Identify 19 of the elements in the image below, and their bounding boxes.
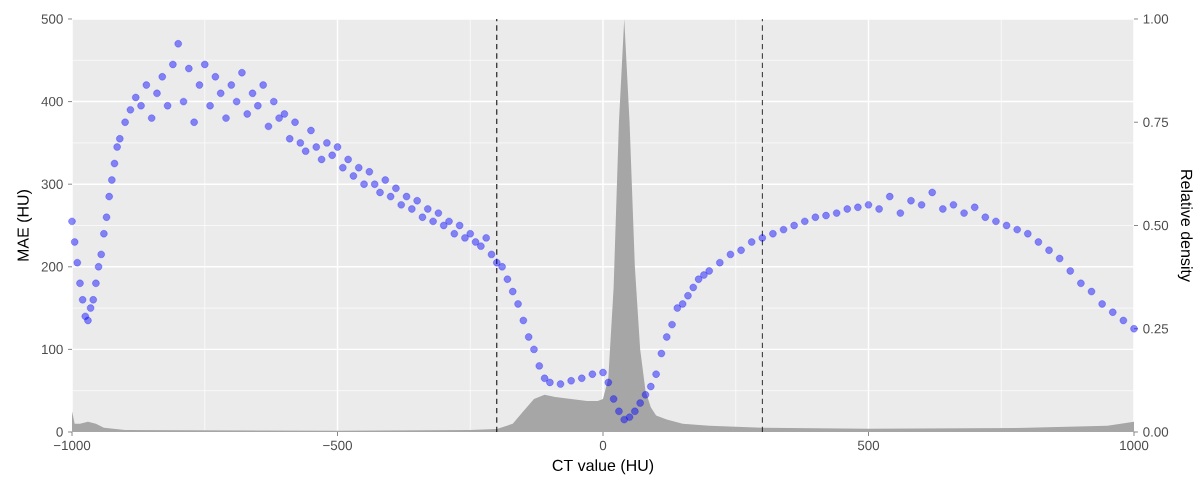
y-axis-title: MAE (HU)	[17, 190, 32, 261]
y2-tick-label: 1.00	[1143, 14, 1169, 24]
y-tick-label: 100	[42, 344, 63, 355]
x-axis-title: CT value (HU)	[552, 459, 654, 475]
y-tick-label: 500	[41, 14, 63, 24]
y-tick-label: 200	[41, 262, 63, 272]
y2-tick-label: 0.00	[1143, 427, 1169, 437]
y2-tick-label: 0.75	[1143, 117, 1169, 127]
x-tick-label: 0	[599, 440, 607, 451]
x-tick-label: 1000	[1120, 440, 1149, 451]
y-tick-label: 0	[56, 427, 63, 437]
y-tick-label: 400	[41, 96, 63, 107]
x-tick-label: 500	[857, 440, 880, 451]
y2-tick-label: 0.25	[1143, 324, 1169, 334]
y-tick-label: 300	[41, 179, 63, 189]
y2-axis-title: Relative density	[1177, 170, 1193, 282]
x-tick-label: −1000	[53, 440, 91, 451]
x-tick-label: −500	[323, 440, 353, 451]
y2-tick-label: 0.50	[1143, 220, 1169, 231]
